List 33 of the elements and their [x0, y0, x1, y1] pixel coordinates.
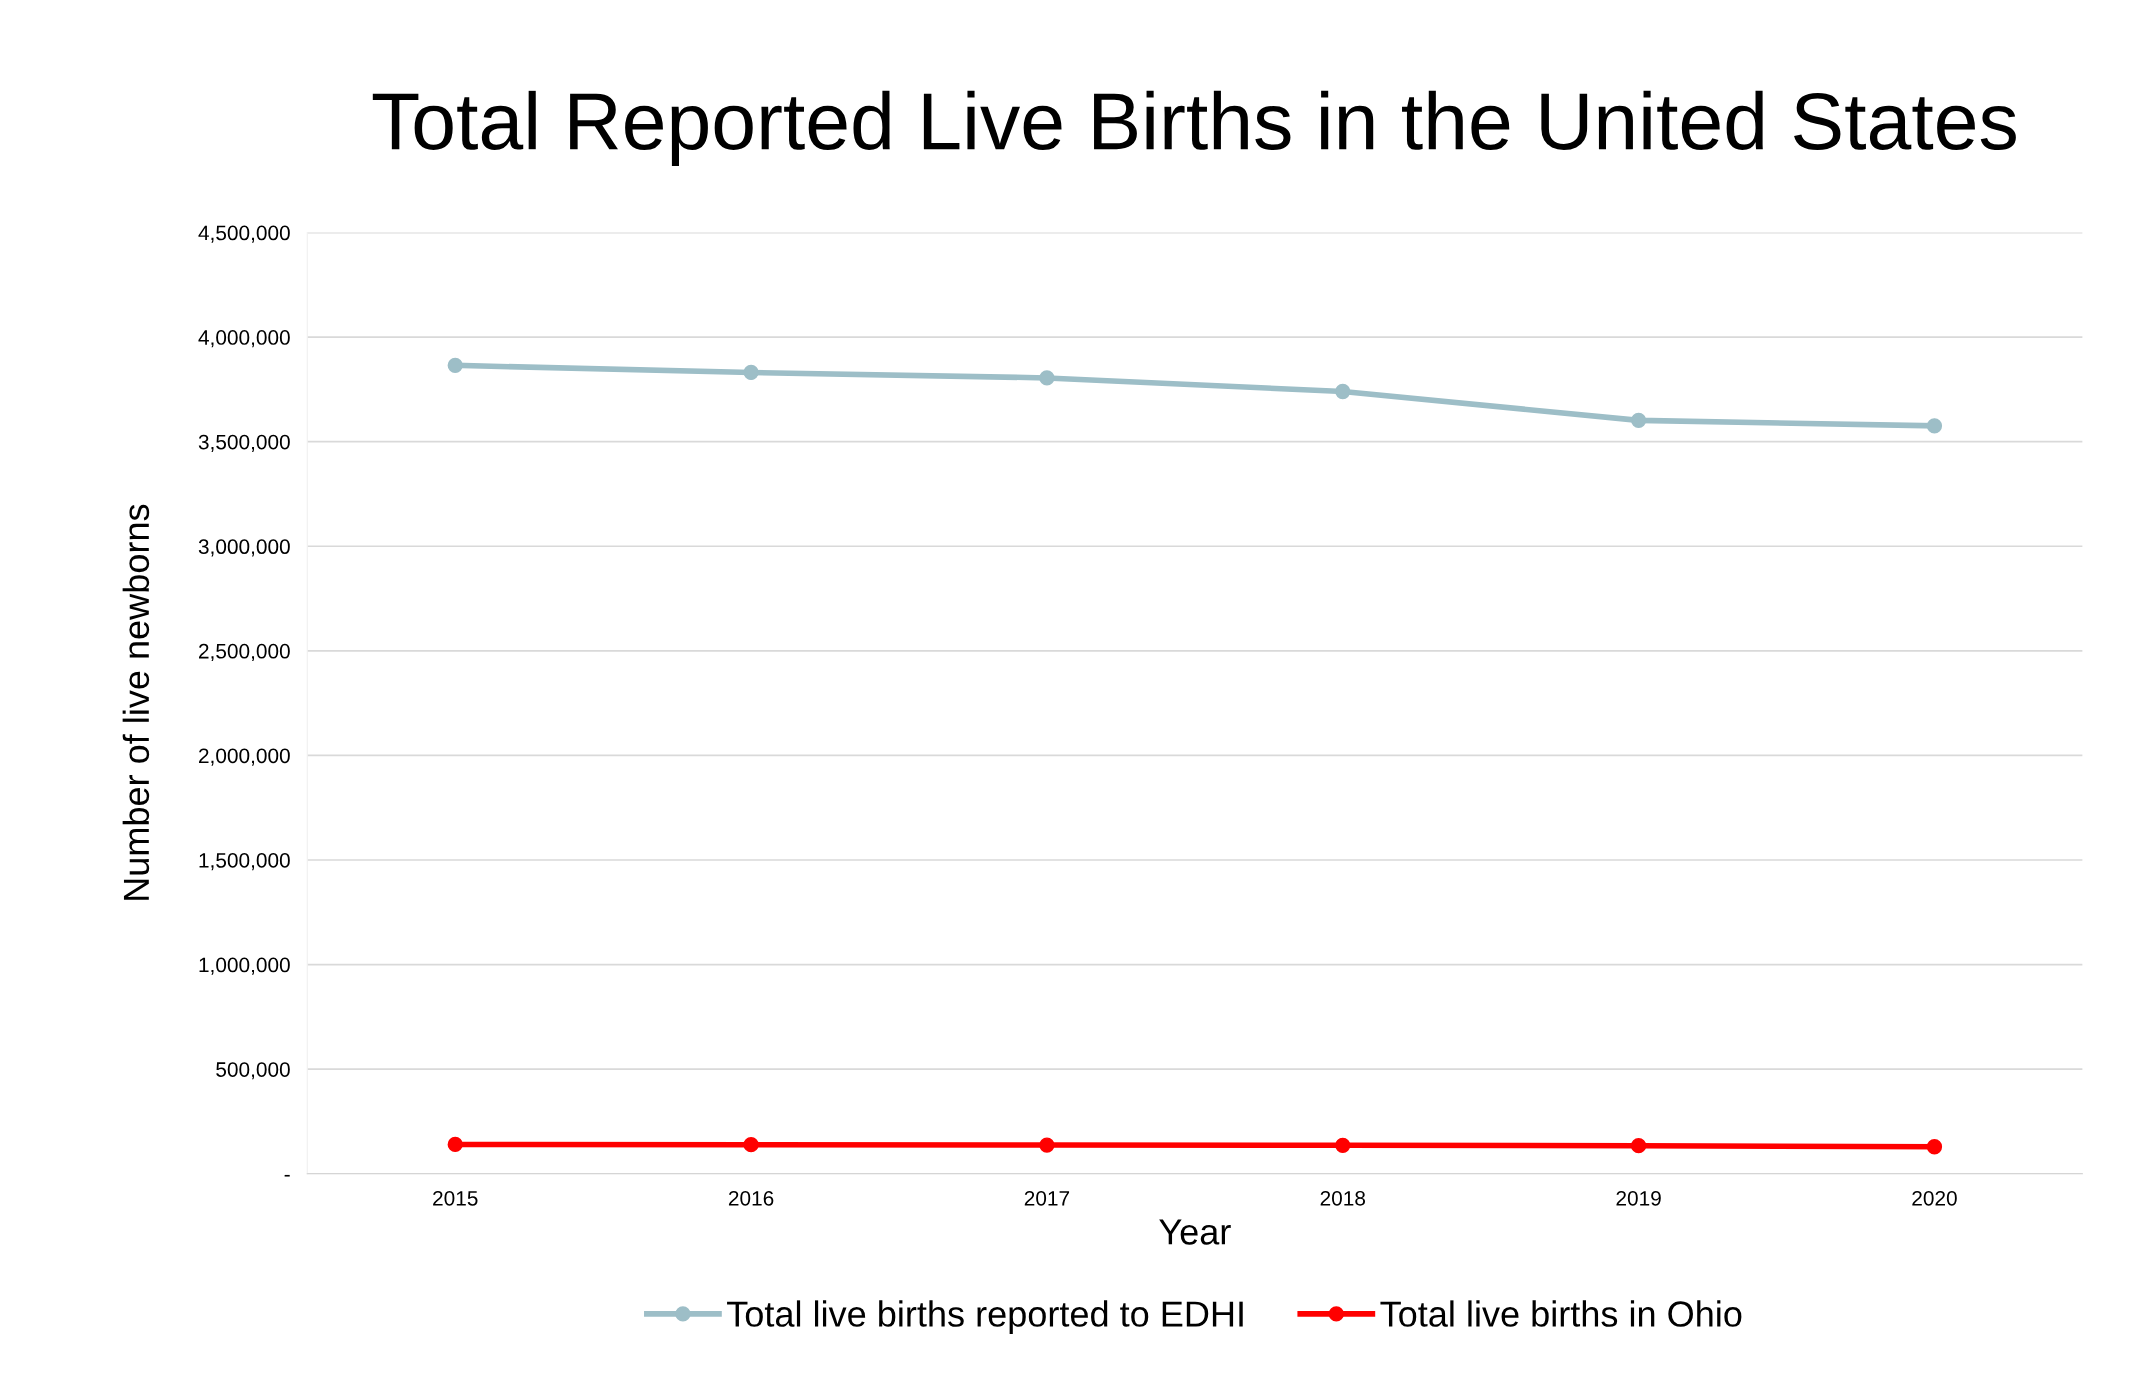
- chart-title: Total Reported Live Births in the United States: [372, 90, 2016, 166]
- x-tick-label: 2018: [1320, 1190, 1366, 1206]
- x-tick-label: 2015: [433, 1190, 478, 1206]
- legend-label: Total live births in Ohio: [1380, 1300, 1742, 1327]
- y-tick-label: 4,000,000: [198, 330, 290, 348]
- y-axis-title: Number of live newborns: [122, 504, 150, 900]
- point: [1926, 1139, 1943, 1155]
- legend-label: Total live births reported to EDHI: [727, 1300, 1243, 1335]
- point: [1335, 1137, 1351, 1153]
- y-tick-label: 3,500,000: [198, 434, 290, 452]
- x-axis-title: Year: [1159, 1219, 1231, 1245]
- y-tick-label: -: [284, 1174, 290, 1177]
- point: [447, 357, 463, 373]
- point: [1335, 383, 1351, 400]
- point: [1039, 370, 1055, 386]
- y-tick-label: 500,000: [216, 1062, 290, 1080]
- x-tick-label: 2019: [1616, 1190, 1661, 1206]
- x-tick-label: 2016: [728, 1190, 774, 1206]
- y-tick-label: 2,000,000: [199, 748, 290, 766]
- point: [1926, 418, 1943, 434]
- point: [743, 364, 759, 381]
- y-tick-label: 1,500,000: [199, 853, 290, 871]
- point: [447, 1136, 463, 1153]
- y-tick-label: 2,500,000: [199, 643, 290, 662]
- y-tick-label: 4,500,000: [198, 225, 290, 243]
- x-tick-label: 2017: [1024, 1190, 1070, 1206]
- point: [1630, 1138, 1647, 1154]
- x-tick-label: 2020: [1912, 1190, 1957, 1206]
- y-tick-label: 3,000,000: [198, 539, 290, 557]
- point: [1630, 412, 1647, 429]
- point: [743, 1137, 759, 1153]
- point: [1039, 1137, 1055, 1153]
- y-tick-label: 1,000,000: [199, 957, 290, 975]
